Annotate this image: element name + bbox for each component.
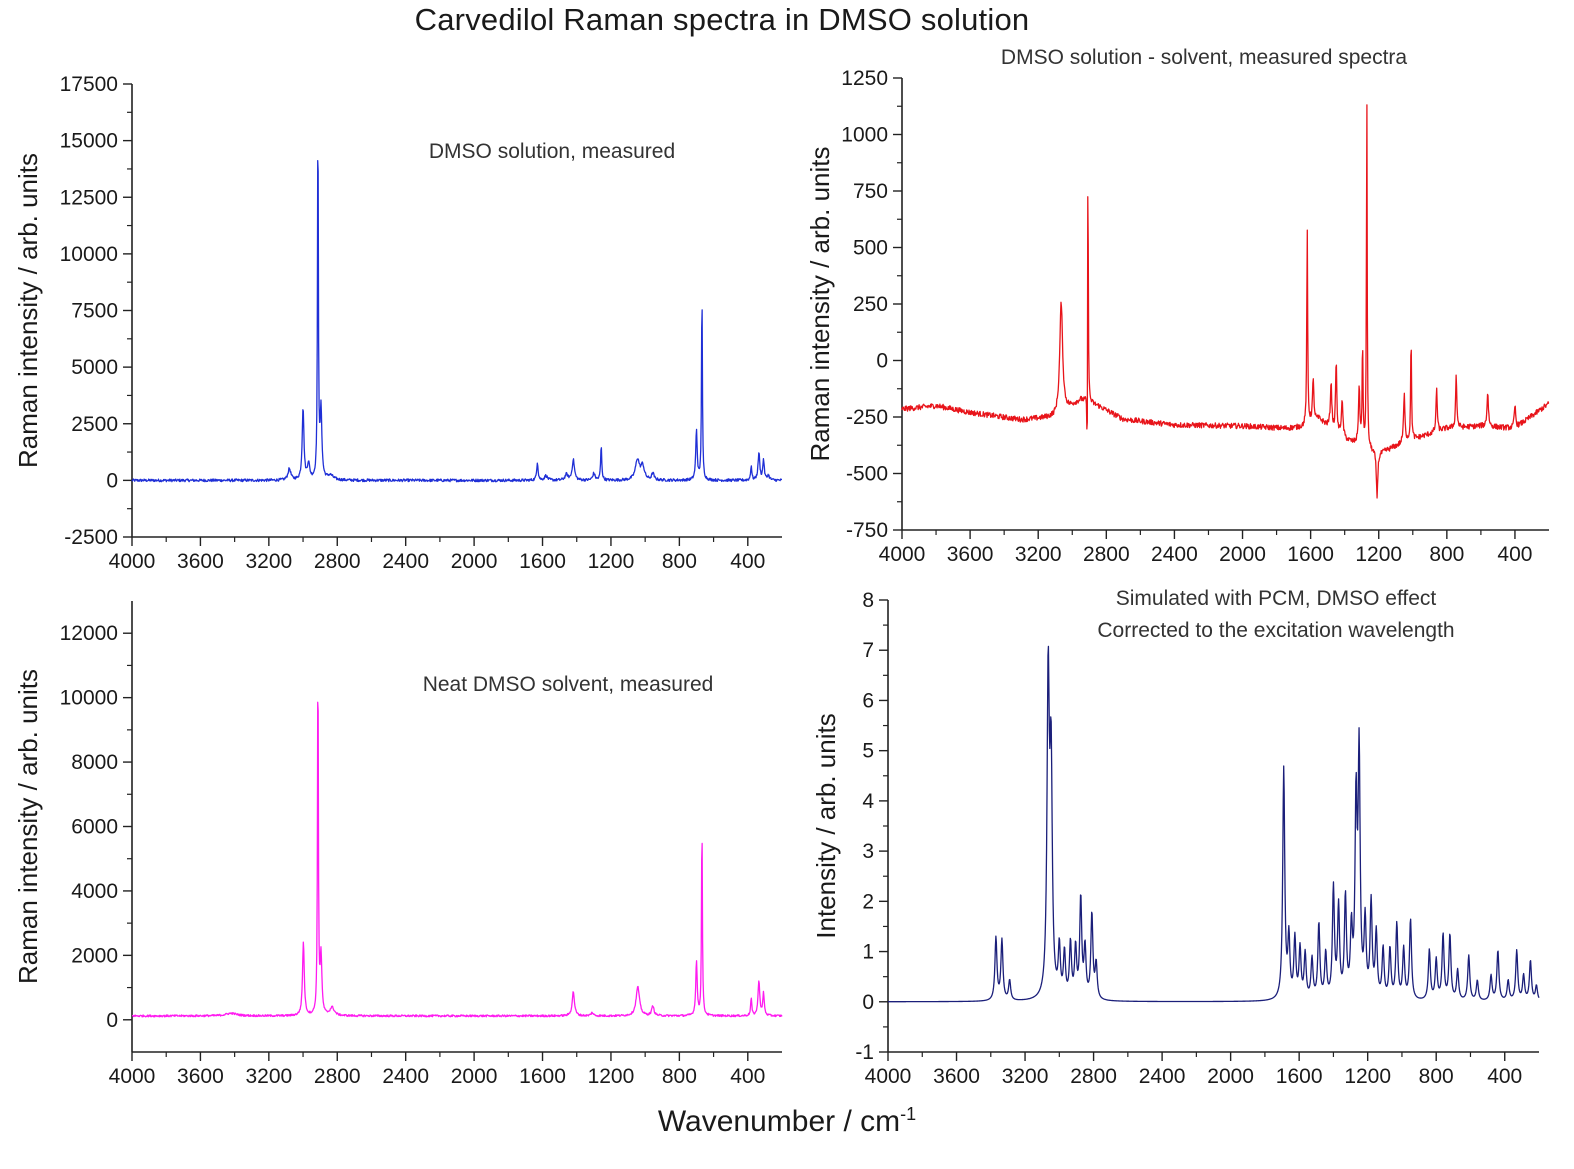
x-tick-label: 1200 — [1344, 1065, 1391, 1088]
x-tick-label: 800 — [1429, 543, 1464, 566]
y-tick-label: 1 — [862, 941, 874, 964]
y-tick-label: 0 — [106, 469, 118, 492]
y-tick-label: 12500 — [60, 186, 118, 209]
x-tick-label: 800 — [1419, 1065, 1454, 1088]
x-tick-label: 3200 — [1002, 1065, 1049, 1088]
y-tick-label: 0 — [876, 350, 888, 373]
x-tick-label: 4000 — [879, 543, 926, 566]
x-tick-label: 1200 — [588, 550, 635, 573]
x-tick-label: 3200 — [245, 550, 292, 573]
y-tick-label: 3 — [862, 840, 874, 863]
x-axis-title: Wavenumber / cm-1 — [0, 1104, 1574, 1139]
y-tick-label: 8000 — [71, 751, 118, 774]
y-tick-label: 10000 — [60, 243, 118, 266]
x-tick-label: 3600 — [933, 1065, 980, 1088]
y-tick-label: 7 — [862, 639, 874, 662]
x-axis-title-text: Wavenumber / cm — [657, 1105, 901, 1138]
y-tick-label: 4000 — [71, 880, 118, 903]
x-tick-label: 2000 — [1219, 543, 1266, 566]
x-tick-label: 1200 — [588, 1065, 635, 1088]
x-tick-label: 400 — [730, 1065, 765, 1088]
x-tick-label: 1600 — [519, 1065, 566, 1088]
x-axis-title-exponent: -1 — [900, 1104, 917, 1124]
x-tick-label: 1600 — [519, 550, 566, 573]
y-tick-label: -1 — [855, 1041, 874, 1064]
spectrum-line — [887, 645, 1540, 1003]
y-tick-label: 6 — [862, 689, 874, 712]
x-tick-label: 2800 — [1070, 1065, 1117, 1088]
y-tick-label: 0 — [106, 1009, 118, 1032]
x-tick-label: 4000 — [865, 1065, 912, 1088]
y-tick-label: 12000 — [60, 622, 118, 645]
spectrum-line — [131, 701, 783, 1018]
y-tick-label: 5 — [862, 740, 874, 763]
spectrum-line — [901, 104, 1550, 499]
x-tick-label: 2800 — [1083, 543, 1130, 566]
x-tick-label: 2000 — [451, 1065, 498, 1088]
x-tick-label: 1200 — [1355, 543, 1402, 566]
x-tick-label: 2400 — [1139, 1065, 1186, 1088]
x-tick-label: 800 — [662, 1065, 697, 1088]
figure-title: Carvedilol Raman spectra in DMSO solutio… — [414, 2, 1030, 37]
y-tick-label: -750 — [846, 519, 888, 542]
spectrum-line — [131, 159, 783, 483]
y-tick-label: 1250 — [841, 67, 888, 90]
x-tick-label: 1600 — [1276, 1065, 1323, 1088]
x-tick-label: 2400 — [382, 550, 429, 573]
y-tick-label: 2 — [862, 890, 874, 913]
panel-annotation: Simulated with PCM, DMSO effect — [1116, 587, 1437, 610]
y-axis-title: Raman intensity / arb. units — [13, 669, 43, 984]
x-tick-label: 2400 — [1151, 543, 1198, 566]
chart-panel-3: 4000 3600 3200 2800 2400 2000 1600 1200 800 40002… — [13, 601, 783, 1088]
chart-panel-4: 4000 3600 3200 2800 2400 2000 1600 1200 800 400 -1… — [811, 587, 1540, 1088]
x-tick-label: 2400 — [382, 1065, 429, 1088]
y-tick-label: 1000 — [841, 124, 888, 147]
x-tick-label: 2800 — [314, 550, 361, 573]
y-axis-title: Intensity / arb. units — [811, 713, 841, 938]
y-tick-label: 5000 — [71, 356, 118, 379]
x-tick-label: 1600 — [1287, 543, 1334, 566]
x-tick-label: 2800 — [314, 1065, 361, 1088]
x-tick-label: 3600 — [947, 543, 994, 566]
y-tick-label: 7500 — [71, 300, 118, 323]
x-tick-label: 2000 — [1207, 1065, 1254, 1088]
y-tick-label: 750 — [853, 180, 888, 203]
y-tick-label: -2500 — [64, 526, 118, 549]
y-tick-label: 15000 — [60, 130, 118, 153]
y-tick-label: -250 — [846, 406, 888, 429]
y-tick-label: 10000 — [60, 687, 118, 710]
y-tick-label: 4 — [862, 790, 874, 813]
y-tick-label: 2500 — [71, 413, 118, 436]
panel-annotation: Neat DMSO solvent, measured — [423, 673, 714, 696]
x-tick-label: 400 — [1497, 543, 1532, 566]
panel-annotation: DMSO solution - solvent, measured spectr… — [1001, 46, 1407, 69]
x-tick-label: 4000 — [109, 550, 156, 573]
y-tick-label: 6000 — [71, 816, 118, 839]
x-tick-label: 400 — [1487, 1065, 1522, 1088]
y-axis-title: Raman intensity / arb. units — [13, 153, 43, 468]
x-tick-label: 3200 — [1015, 543, 1062, 566]
y-tick-label: 250 — [853, 293, 888, 316]
x-tick-label: 400 — [730, 550, 765, 573]
y-axis-title: Raman intensity / arb. units — [805, 146, 835, 461]
chart-panel-2: 4000 3600 3200 2800 2400 2000 1600 1200 800 400 -7… — [805, 46, 1550, 566]
x-tick-label: 2000 — [451, 550, 498, 573]
y-tick-label: 17500 — [60, 73, 118, 96]
y-tick-label: 0 — [862, 991, 874, 1014]
panel-annotation: DMSO solution, measured — [429, 140, 675, 163]
panel-annotation: Corrected to the excitation wavelength — [1097, 619, 1454, 642]
x-tick-label: 3600 — [177, 550, 224, 573]
y-tick-label: 2000 — [71, 944, 118, 967]
chart-panel-1: 4000 3600 3200 2800 2400 2000 1600 1200 800 400 -2… — [13, 73, 783, 573]
x-tick-label: 3200 — [245, 1065, 292, 1088]
x-tick-label: 4000 — [109, 1065, 156, 1088]
y-tick-label: -500 — [846, 463, 888, 486]
y-tick-label: 500 — [853, 237, 888, 260]
y-tick-label: 8 — [862, 589, 874, 612]
x-tick-label: 800 — [662, 550, 697, 573]
x-tick-label: 3600 — [177, 1065, 224, 1088]
